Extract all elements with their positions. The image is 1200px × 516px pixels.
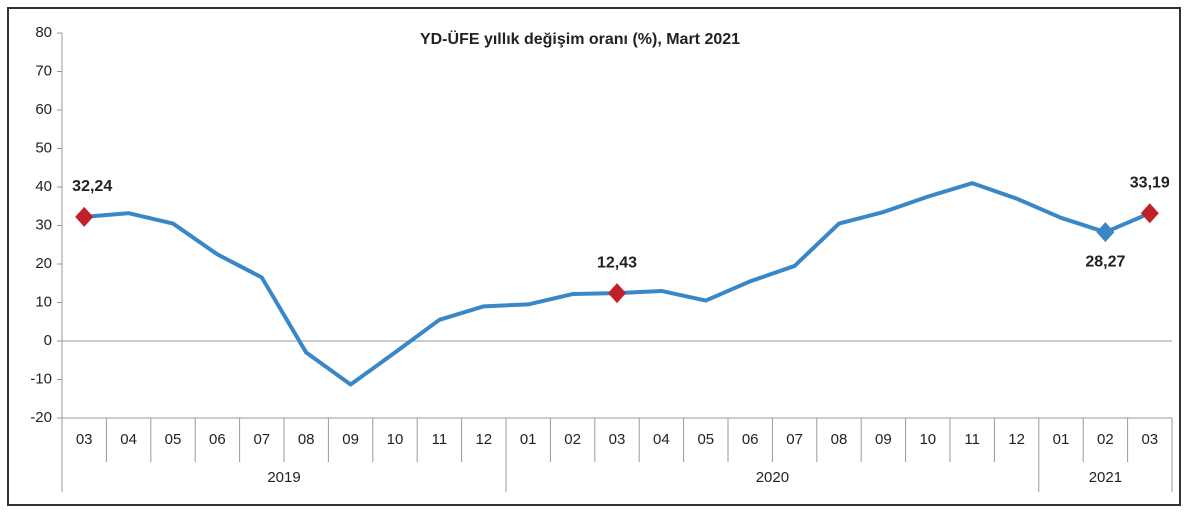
y-tick-label: -20 [30, 409, 52, 426]
x-tick-label: 09 [342, 431, 359, 448]
x-tick-label: 07 [253, 431, 270, 448]
frame [7, 7, 1181, 506]
x-tick-label: 09 [875, 431, 892, 448]
y-tick-label: 60 [35, 101, 52, 118]
y-tick-label: 30 [35, 216, 52, 233]
x-tick-label: 08 [831, 431, 848, 448]
x-tick-label: 02 [1097, 431, 1114, 448]
x-tick-label: 11 [964, 431, 980, 448]
x-tick-label: 01 [1053, 431, 1070, 448]
x-tick-label: 10 [387, 431, 404, 448]
y-tick-label: 0 [44, 332, 52, 349]
x-tick-label: 05 [697, 431, 714, 448]
data-label: 32,24 [72, 178, 112, 195]
x-tick-label: 10 [919, 431, 936, 448]
data-label: 33,19 [1130, 174, 1170, 191]
x-tick-label: 08 [298, 431, 315, 448]
x-tick-label: 03 [609, 431, 626, 448]
y-tick-label: 80 [35, 24, 52, 41]
x-tick-label: 06 [742, 431, 759, 448]
marker [608, 283, 626, 304]
y-tick-label: 50 [35, 139, 52, 156]
x-tick-label: 03 [1141, 431, 1158, 448]
y-tick-label: 10 [35, 293, 52, 310]
x-tick-label: 12 [475, 431, 492, 448]
data-label: 12,43 [597, 254, 637, 271]
x-tick-label: 03 [76, 431, 93, 448]
x-tick-label: 12 [1008, 431, 1025, 448]
x-tick-label: 04 [653, 431, 670, 448]
x-tick-label: 04 [120, 431, 137, 448]
marker [1140, 203, 1159, 224]
marker [75, 206, 94, 227]
x-group-label: 2019 [267, 469, 300, 486]
x-tick-label: 06 [209, 431, 226, 448]
marker [1096, 222, 1115, 243]
x-tick-label: 07 [786, 431, 803, 448]
x-tick-label: 01 [520, 431, 537, 448]
y-tick-label: 20 [35, 255, 52, 272]
y-tick-label: 70 [35, 62, 52, 79]
y-tick-label: -10 [30, 370, 52, 387]
x-tick-label: 02 [564, 431, 581, 448]
x-tick-label: 11 [432, 431, 448, 448]
x-group-label: 2021 [1089, 469, 1122, 486]
chart-title: YD-ÜFE yıllık değişim oranı (%), Mart 20… [420, 29, 740, 48]
x-tick-label: 05 [165, 431, 182, 448]
data-label: 28,27 [1085, 253, 1125, 270]
y-tick-label: 40 [35, 178, 52, 195]
x-group-label: 2020 [756, 469, 789, 486]
